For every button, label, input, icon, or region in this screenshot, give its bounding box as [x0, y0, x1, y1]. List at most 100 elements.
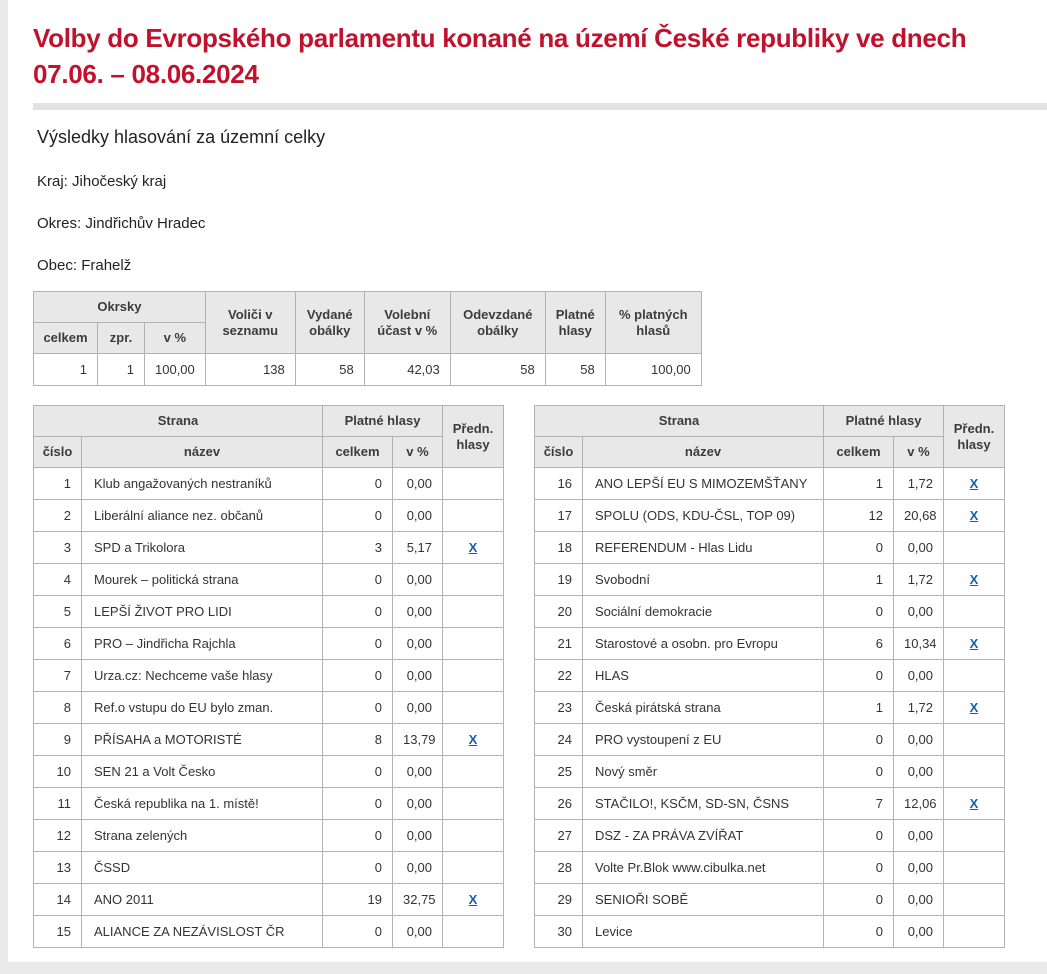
party-pref-cell	[442, 787, 504, 820]
party-row: 6 PRO – Jindřicha Rajchla 0 0,00	[33, 627, 504, 660]
party-row: 27 DSZ - ZA PRÁVA ZVÍŘAT 0 0,00	[534, 819, 1005, 852]
party-pref-cell	[943, 851, 1005, 884]
party-votes-cell: 0	[823, 755, 894, 788]
pref-votes-link[interactable]: X	[468, 732, 478, 747]
pref-votes-link[interactable]: X	[969, 636, 979, 651]
party-name-cell: REFERENDUM - Hlas Lidu	[582, 531, 824, 564]
party-row: 18 REFERENDUM - Hlas Lidu 0 0,00	[534, 531, 1005, 564]
party-header-predn-hlasy: Předn. hlasy	[943, 405, 1005, 468]
party-row: 17 SPOLU (ODS, KDU-ČSL, TOP 09) 12 20,68…	[534, 499, 1005, 532]
party-row: 13 ČSSD 0 0,00	[33, 851, 504, 884]
party-pref-cell	[442, 659, 504, 692]
party-header-cislo: číslo	[534, 436, 583, 468]
party-row: 4 Mourek – politická strana 0 0,00	[33, 563, 504, 596]
pref-votes-link[interactable]: X	[468, 540, 478, 555]
party-votes-cell: 0	[322, 659, 393, 692]
party-pref-cell	[442, 819, 504, 852]
summary-value-pct-platnych: 100,00	[604, 353, 702, 386]
summary-header-pct-platnych: % platných hlasů	[604, 291, 702, 354]
content-area: Volby do Evropského parlamentu konané na…	[8, 0, 1047, 962]
party-name-cell: SPOLU (ODS, KDU-ČSL, TOP 09)	[582, 499, 824, 532]
summary-value-odevzdane: 58	[449, 353, 546, 386]
party-number-cell: 20	[534, 595, 583, 628]
party-row: 1 Klub angažovaných nestraníků 0 0,00	[33, 467, 504, 500]
region-okres-label: Okres:	[37, 215, 82, 232]
party-percent-cell: 13,79	[392, 723, 443, 756]
party-header-nazev: název	[81, 436, 323, 468]
party-percent-cell: 0,00	[392, 627, 443, 660]
party-name-cell: Volte Pr.Blok www.cibulka.net	[582, 851, 824, 884]
party-name-cell: Starostové a osobn. pro Evropu	[582, 627, 824, 660]
party-number-cell: 16	[534, 467, 583, 500]
party-pref-cell: X	[442, 531, 504, 564]
party-pref-cell	[442, 595, 504, 628]
party-row: 26 STAČILO!, KSČM, SD-SN, ČSNS 7 12,06 X	[534, 787, 1005, 820]
party-row: 3 SPD a Trikolora 3 5,17 X	[33, 531, 504, 564]
party-percent-cell: 1,72	[893, 691, 944, 724]
party-number-cell: 10	[33, 755, 82, 788]
party-header-platne-hlasy: Platné hlasy	[322, 405, 443, 437]
pref-votes-link[interactable]: X	[969, 476, 979, 491]
party-pref-cell	[943, 915, 1005, 948]
party-name-cell: ALIANCE ZA NEZÁVISLOST ČR	[81, 915, 323, 948]
party-percent-cell: 0,00	[893, 915, 944, 948]
party-percent-cell: 0,00	[893, 595, 944, 628]
party-name-cell: Mourek – politická strana	[81, 563, 323, 596]
party-name-cell: Levice	[582, 915, 824, 948]
pref-votes-link[interactable]: X	[969, 572, 979, 587]
party-number-cell: 9	[33, 723, 82, 756]
summary-value-vpct: 100,00	[144, 353, 206, 386]
party-number-cell: 18	[534, 531, 583, 564]
summary-value-platne: 58	[544, 353, 606, 386]
party-table-right: Strana Platné hlasy Předn. hlasy číslo n…	[534, 405, 1005, 948]
party-name-cell: DSZ - ZA PRÁVA ZVÍŘAT	[582, 819, 824, 852]
party-percent-cell: 0,00	[893, 851, 944, 884]
party-number-cell: 23	[534, 691, 583, 724]
party-pref-cell	[442, 499, 504, 532]
party-header-vpct: v %	[392, 436, 443, 468]
pref-votes-link[interactable]: X	[969, 796, 979, 811]
party-name-cell: PŘÍSAHA a MOTORISTÉ	[81, 723, 323, 756]
region-okres: Okres: Jindřichův Hradec	[37, 215, 1047, 232]
party-pref-cell	[943, 595, 1005, 628]
party-votes-cell: 3	[322, 531, 393, 564]
party-row: 24 PRO vystoupení z EU 0 0,00	[534, 723, 1005, 756]
party-header-predn-hlasy: Předn. hlasy	[442, 405, 504, 468]
party-name-cell: ČSSD	[81, 851, 323, 884]
party-votes-cell: 7	[823, 787, 894, 820]
party-name-cell: Nový směr	[582, 755, 824, 788]
party-percent-cell: 0,00	[392, 595, 443, 628]
party-pref-cell: X	[442, 723, 504, 756]
summary-header-celkem: celkem	[33, 322, 98, 354]
party-row: 14 ANO 2011 19 32,75 X	[33, 883, 504, 916]
party-percent-cell: 0,00	[392, 915, 443, 948]
party-number-cell: 30	[534, 915, 583, 948]
party-votes-cell: 8	[322, 723, 393, 756]
party-name-cell: Ref.o vstupu do EU bylo zman.	[81, 691, 323, 724]
party-votes-cell: 0	[322, 499, 393, 532]
party-pref-cell	[442, 467, 504, 500]
pref-votes-link[interactable]: X	[969, 508, 979, 523]
party-row: 25 Nový směr 0 0,00	[534, 755, 1005, 788]
party-name-cell: Strana zelených	[81, 819, 323, 852]
party-number-cell: 4	[33, 563, 82, 596]
summary-header-odevzdane: Odevzdané obálky	[449, 291, 546, 354]
party-name-cell: ANO 2011	[81, 883, 323, 916]
summary-header-vpct: v %	[144, 322, 206, 354]
party-votes-cell: 0	[823, 819, 894, 852]
party-pref-cell	[442, 563, 504, 596]
party-pref-cell	[442, 915, 504, 948]
party-number-cell: 2	[33, 499, 82, 532]
party-number-cell: 25	[534, 755, 583, 788]
party-pref-cell: X	[442, 883, 504, 916]
party-percent-cell: 0,00	[893, 883, 944, 916]
party-percent-cell: 0,00	[392, 787, 443, 820]
party-pref-cell	[943, 883, 1005, 916]
party-name-cell: LEPŠÍ ŽIVOT PRO LIDI	[81, 595, 323, 628]
party-votes-cell: 12	[823, 499, 894, 532]
party-votes-cell: 0	[322, 691, 393, 724]
party-row: 20 Sociální demokracie 0 0,00	[534, 595, 1005, 628]
pref-votes-link[interactable]: X	[969, 700, 979, 715]
pref-votes-link[interactable]: X	[468, 892, 478, 907]
party-percent-cell: 0,00	[392, 851, 443, 884]
